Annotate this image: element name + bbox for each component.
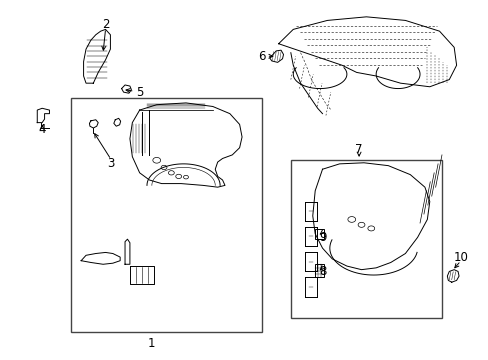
Bar [315, 264, 324, 277]
Bar [71, 98, 261, 332]
Text: 5: 5 [136, 86, 143, 99]
Bar [290, 160, 441, 318]
Text: 7: 7 [355, 143, 362, 156]
Text: 1: 1 [148, 337, 155, 350]
Text: 10: 10 [453, 251, 468, 264]
Text: 9: 9 [318, 231, 325, 244]
Text: 3: 3 [106, 157, 114, 170]
Text: 4: 4 [39, 123, 46, 136]
Text: 2: 2 [102, 18, 109, 31]
Text: 8: 8 [318, 265, 325, 278]
Text: 6: 6 [257, 50, 265, 63]
Bar [315, 229, 324, 239]
